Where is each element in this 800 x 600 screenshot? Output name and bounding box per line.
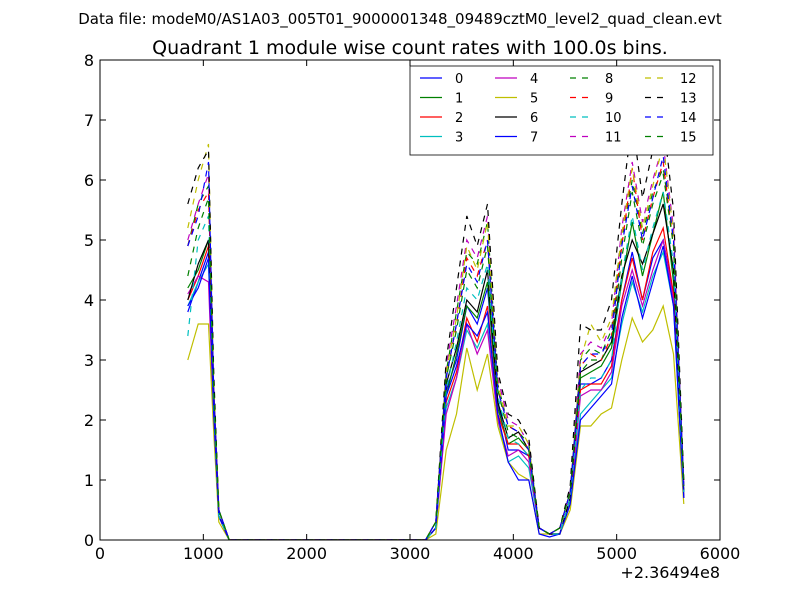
series-line-5 [187,304,685,540]
y-tick-label: 5 [84,231,94,250]
legend-label-7: 7 [530,131,538,146]
y-tick-label: 4 [84,291,94,310]
x-tick-label: 1000 [183,544,224,563]
x-tick-label: 3000 [390,544,431,563]
legend-label-3: 3 [455,131,463,146]
series-line-10 [187,191,685,540]
x-tick-label: 4000 [493,544,534,563]
legend-label-15: 15 [680,131,697,146]
x-tick-label: 6000 [700,544,741,563]
legend-label-11: 11 [605,131,622,146]
x-offset-label: +2.36494e8 [620,563,720,582]
chart-title: Quadrant 1 module wise count rates with … [152,37,668,59]
legend-label-4: 4 [530,72,538,87]
figure-suptitle: Data file: modeM0/AS1A03_005T01_90000013… [78,10,722,29]
x-tick-label: 2000 [286,544,327,563]
legend-label-6: 6 [530,111,538,126]
series-line-11 [187,143,685,540]
y-tick-label: 3 [84,351,94,370]
legend-label-13: 13 [680,92,697,107]
legend-label-5: 5 [530,92,538,107]
legend-label-0: 0 [455,72,463,87]
legend-label-10: 10 [605,111,622,126]
series-line-14 [187,155,685,540]
legend-label-14: 14 [680,111,697,126]
y-tick-label: 1 [84,471,94,490]
x-tick-label: 5000 [596,544,637,563]
series-line-13 [187,119,685,540]
series-layer [187,119,685,540]
series-line-12 [187,143,685,540]
y-tick-label: 8 [84,51,94,70]
x-tick-label: 0 [95,544,105,563]
legend-label-8: 8 [605,72,613,87]
y-tick-label: 7 [84,111,94,130]
legend-label-1: 1 [455,92,463,107]
legend-label-2: 2 [455,111,463,126]
legend-label-9: 9 [605,92,613,107]
legend-label-12: 12 [680,72,697,87]
y-tick-label: 6 [84,171,94,190]
y-tick-label: 0 [84,531,94,550]
legend-box [409,65,714,156]
y-tick-label: 2 [84,411,94,430]
